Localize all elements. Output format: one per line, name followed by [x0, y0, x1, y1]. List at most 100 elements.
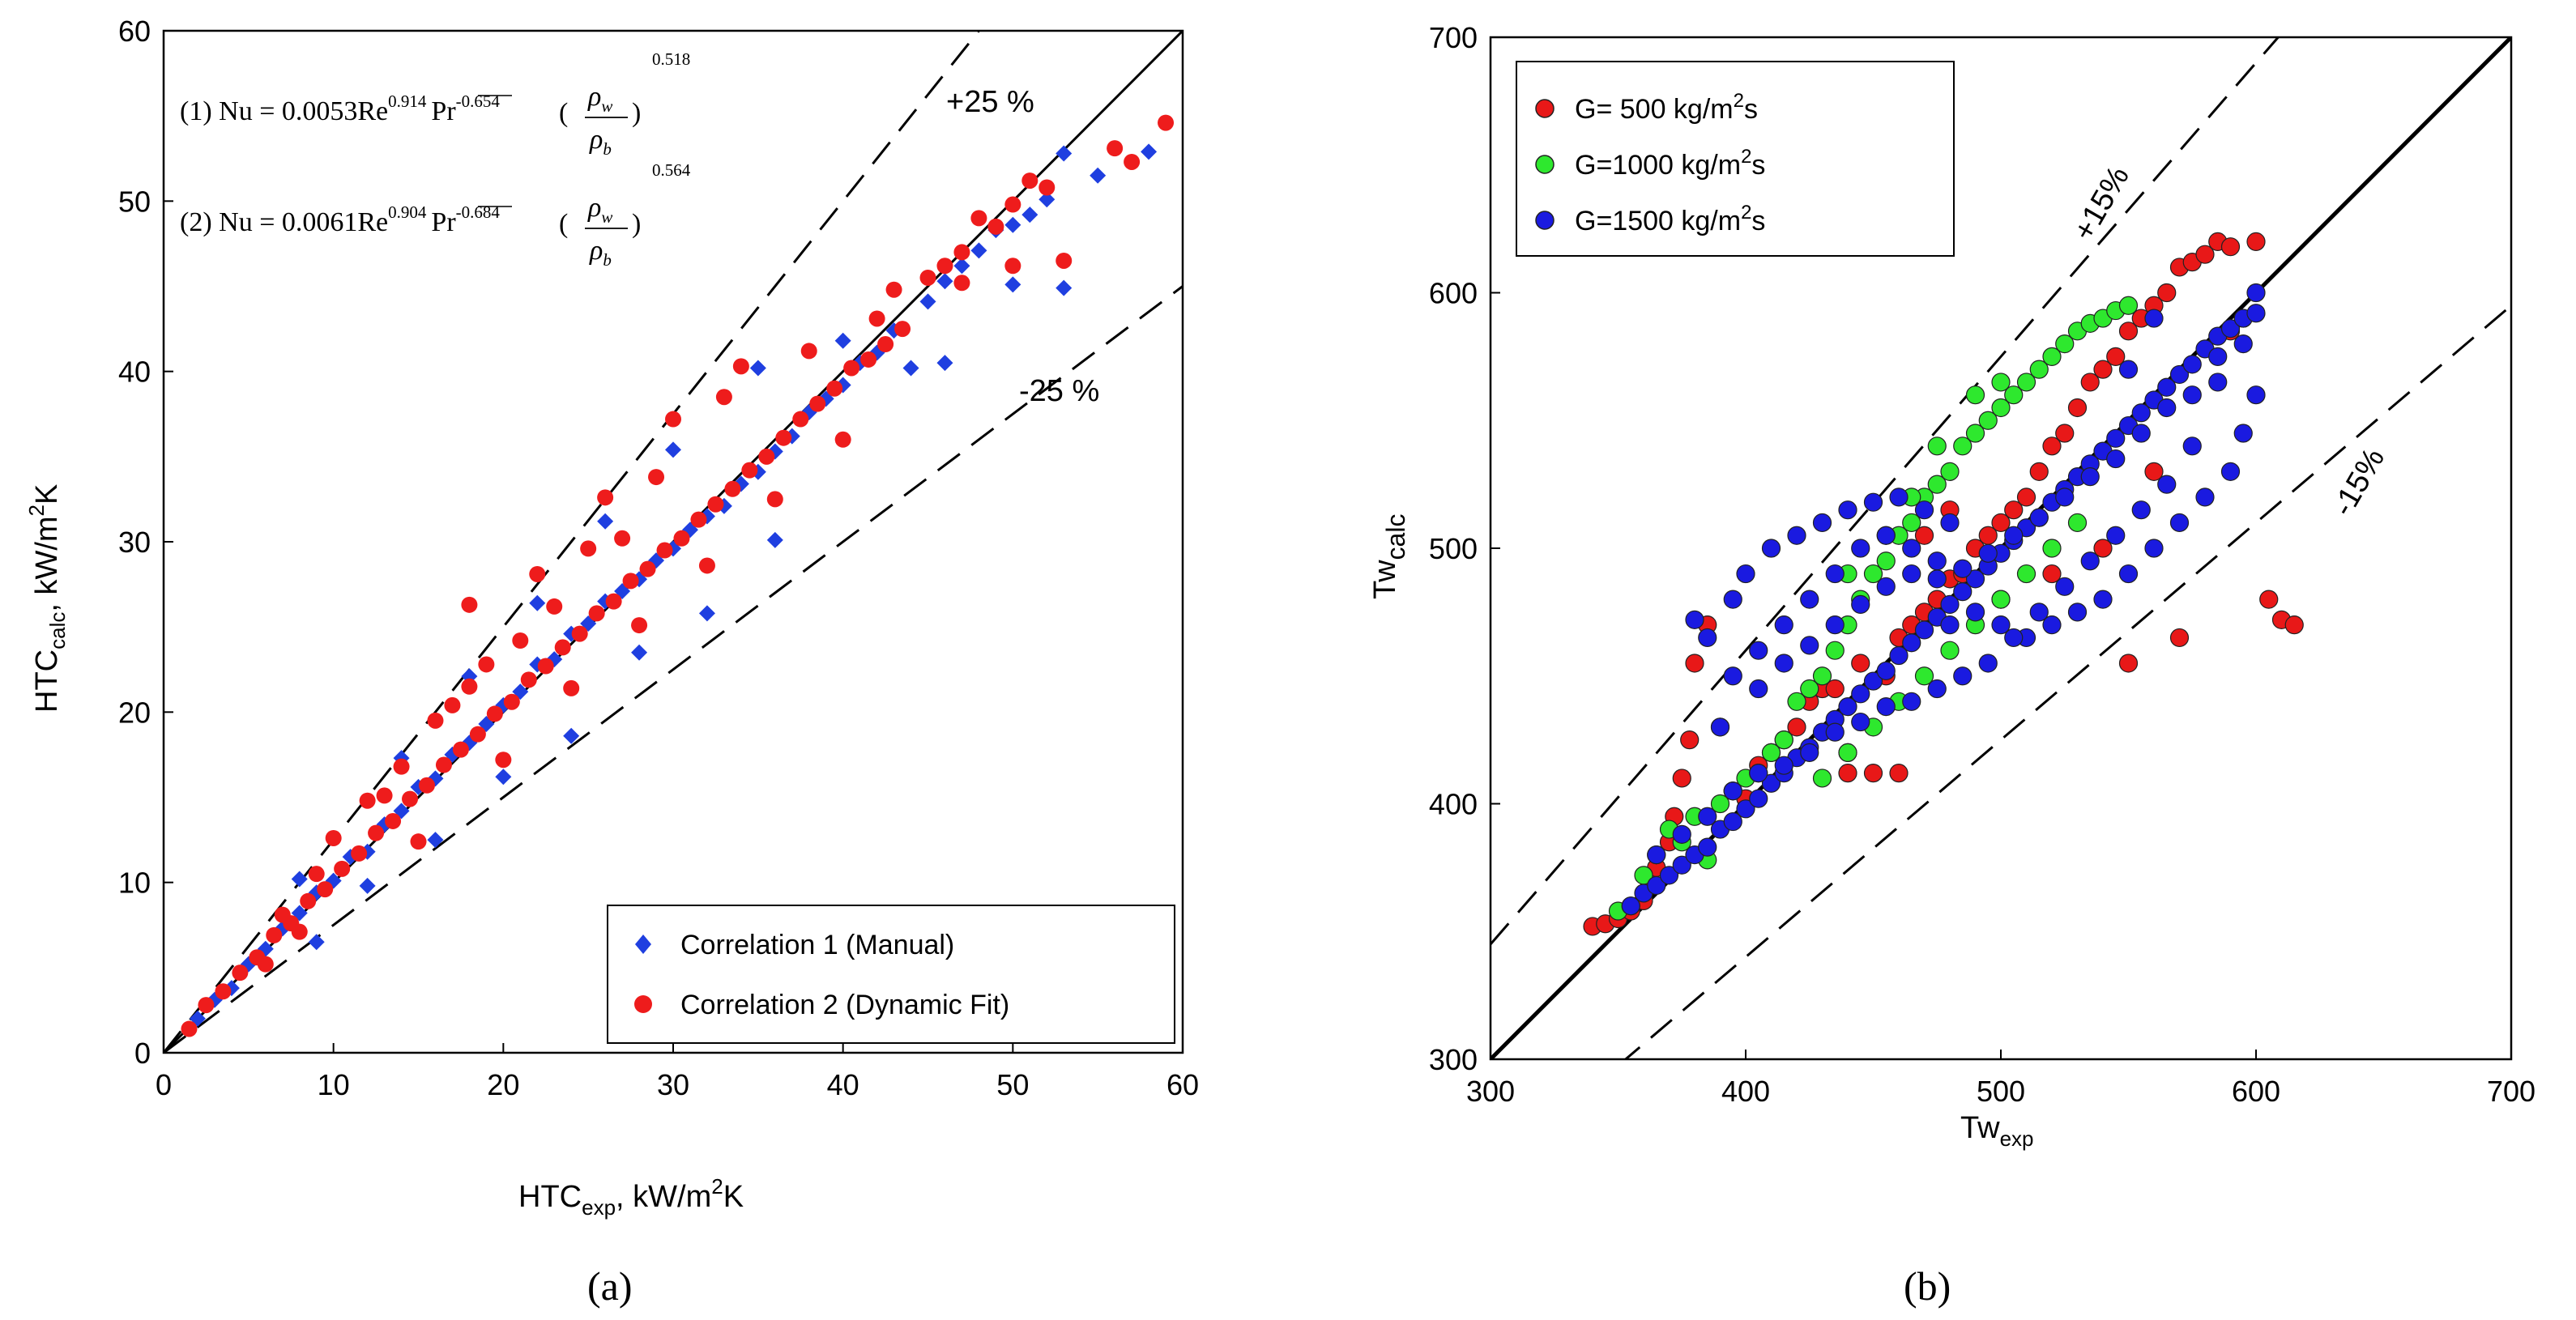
data-point-series-3: [1940, 513, 1960, 533]
data-point-series-3: [1838, 697, 1857, 717]
data-point-series-2: [1991, 398, 2011, 418]
data-point-series-2: [1940, 641, 1960, 660]
data-point-series-3: [2182, 355, 2202, 374]
data-point-series-2: [715, 389, 732, 406]
data-point-series-3: [1723, 781, 1742, 801]
data-point-series-1: [1056, 145, 1073, 162]
data-point-series-3: [2004, 526, 2024, 545]
data-point-series-2: [614, 530, 631, 547]
chart-a-plus25-label: +25 %: [946, 85, 1034, 119]
x-tick-label: 400: [1721, 1075, 1770, 1108]
data-point-series-2: [1940, 462, 1960, 481]
data-point-series-3: [2246, 385, 2266, 405]
chart-b-plot-area: [1491, 37, 2511, 1059]
data-point-series-3: [2182, 436, 2202, 456]
data-point-series-3: [1902, 564, 1921, 584]
data-point-series-2: [953, 275, 970, 292]
data-point-series-3: [1902, 633, 1921, 653]
data-point-series-3: [1902, 692, 1921, 711]
chart-b-ticks: 300 400 500 600 700 300 400 500 600 700: [1429, 21, 2535, 1108]
reference-line-upper: [1491, 37, 2280, 946]
data-point-series-3: [1978, 654, 1998, 673]
data-point-series-2: [809, 395, 826, 412]
chart-a-equation-1: (1) Nu = 0.0053Re0.914 Pr-0.654 ( ρw ρb )…: [180, 49, 690, 159]
data-point-series-3: [1774, 756, 1793, 775]
data-point-series-3: [2233, 424, 2253, 443]
data-point-series-2: [495, 752, 512, 769]
data-point-series-2: [427, 712, 444, 729]
data-point-series-2: [843, 360, 860, 377]
x-tick-label: 20: [487, 1068, 519, 1101]
data-point-series-2: [520, 671, 537, 688]
data-point-series-1: [2029, 462, 2049, 481]
data-point-series-1: [953, 258, 970, 275]
data-point-series-2: [1953, 436, 1973, 456]
data-point-series-3: [1647, 845, 1666, 865]
data-point-series-3: [1621, 896, 1640, 916]
data-point-series-3: [1812, 513, 1832, 533]
data-point-series-2: [385, 812, 402, 829]
chart-b-legend-series-2: G=1000 kg/m2s: [1575, 146, 1765, 181]
data-point-series-3: [2233, 334, 2253, 354]
data-point-series-1: [631, 644, 648, 661]
data-point-series-2: [1107, 140, 1124, 157]
data-point-series-1: [665, 441, 681, 458]
legend-circle-icon: [1535, 99, 1555, 118]
data-point-series-3: [2004, 628, 2024, 648]
data-point-series-2: [1978, 411, 1998, 430]
eq2-rho-b-sub: b: [603, 250, 612, 270]
eq1-close-paren: ): [632, 98, 641, 128]
data-point-series-3: [1723, 666, 1742, 686]
data-point-series-2: [885, 281, 902, 298]
data-point-series-3: [1825, 564, 1845, 584]
data-point-series-1: [698, 605, 715, 622]
data-point-series-3: [1647, 875, 1666, 896]
y-tick-label: 40: [118, 356, 151, 389]
data-point-series-3: [2067, 603, 2088, 622]
data-point-series-3: [1863, 671, 1883, 691]
data-point-series-3: [2208, 347, 2228, 366]
chart-a-ylabel: HTCcalc, kW/m2K: [24, 484, 70, 713]
svg-text:ρb: ρb: [589, 236, 612, 270]
data-point-series-3: [2131, 500, 2151, 520]
data-point-series-2: [368, 824, 385, 841]
data-point-series-3: [1825, 615, 1845, 635]
data-point-series-2: [2042, 347, 2062, 366]
data-point-series-2: [868, 310, 885, 327]
data-point-series-2: [834, 431, 851, 448]
data-point-series-2: [673, 530, 690, 547]
data-point-series-2: [690, 511, 707, 528]
reference-line-lower: [1623, 304, 2511, 1059]
data-point-series-3: [2106, 526, 2126, 545]
data-point-series-2: [860, 351, 877, 368]
data-point-series-2: [1838, 743, 1857, 763]
data-point-series-2: [2067, 513, 2088, 533]
data-point-series-2: [919, 269, 936, 286]
data-point-series-2: [325, 829, 342, 846]
data-point-series-1: [2004, 500, 2024, 520]
data-point-series-2: [758, 448, 775, 465]
data-point-series-3: [1991, 615, 2011, 635]
eq1-re-exp: 0.914: [388, 92, 427, 111]
data-point-series-3: [2157, 475, 2177, 494]
data-point-series-3: [1723, 590, 1742, 609]
data-point-series-3: [2169, 364, 2190, 385]
data-point-series-2: [1787, 692, 1806, 711]
data-point-series-2: [936, 258, 953, 275]
chart-a-minus25-label: -25 %: [1019, 374, 1099, 408]
data-point-series-2: [2016, 373, 2036, 392]
data-point-series-1: [563, 727, 580, 744]
data-point-series-3: [1749, 641, 1768, 660]
data-point-series-2: [605, 593, 622, 610]
data-point-series-2: [444, 696, 461, 713]
data-point-series-2: [1927, 475, 1947, 494]
data-point-series-1: [2169, 628, 2190, 648]
data-point-series-1: [2220, 237, 2241, 257]
legend-diamond-icon: [635, 935, 651, 954]
data-point-series-2: [622, 573, 639, 590]
data-point-series-1: [1141, 143, 1158, 160]
chart-a-ticks: 0 10 20 30 40 50 60 0 10 20 30 40 50 60: [118, 15, 1199, 1101]
data-point-series-3: [2169, 513, 2190, 533]
